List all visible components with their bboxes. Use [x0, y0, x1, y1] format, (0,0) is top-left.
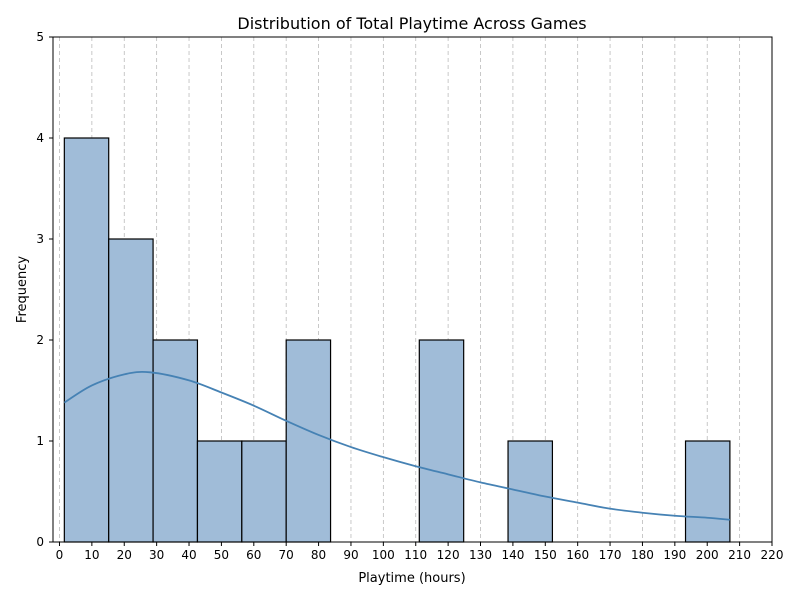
y-tick-label: 3: [36, 232, 44, 246]
y-axis-label: Frequency: [15, 256, 30, 323]
x-tick-label: 0: [56, 548, 64, 562]
x-tick-label: 190: [663, 548, 686, 562]
plot-frame: [52, 36, 773, 543]
histogram-bar: [507, 440, 554, 543]
histogram-bar: [63, 137, 110, 543]
x-tick-label: 90: [343, 548, 358, 562]
x-tick-label: 200: [696, 548, 719, 562]
x-axis-label: Playtime (hours): [358, 571, 465, 586]
x-tick-label: 160: [566, 548, 589, 562]
x-tick-label: 50: [214, 548, 229, 562]
histogram-bar: [152, 339, 199, 543]
x-tick-label: 130: [469, 548, 492, 562]
x-tick-label: 210: [728, 548, 751, 562]
y-tick-label: 5: [36, 30, 44, 44]
histogram-bars: [63, 137, 731, 543]
histogram-bar: [108, 238, 154, 543]
x-axis-ticks: 0 10 20 30 40 50 60 70 80 90 100 110 120 130 140 150 160…: [56, 542, 784, 562]
x-tick-label: 140: [501, 548, 524, 562]
histogram-bar: [684, 440, 731, 543]
x-tick-label: 180: [631, 548, 654, 562]
histogram-bar: [241, 440, 287, 543]
x-tick-label: 170: [599, 548, 622, 562]
kde-line: [63, 371, 730, 521]
x-tick-label: 30: [149, 548, 164, 562]
x-tick-label: 100: [372, 548, 395, 562]
x-tick-label: 40: [181, 548, 196, 562]
y-tick-label: 1: [36, 434, 44, 448]
kde-curve: [63, 371, 730, 521]
y-tick-label: 2: [36, 333, 44, 347]
x-tick-label: 110: [404, 548, 427, 562]
histogram-bar: [418, 339, 465, 543]
x-tick-label: 20: [117, 548, 132, 562]
histogram-bar: [285, 339, 332, 543]
y-tick-label: 0: [36, 535, 44, 549]
y-tick-label: 4: [36, 131, 44, 145]
x-tick-label: 10: [84, 548, 99, 562]
x-tick-label: 120: [437, 548, 460, 562]
chart-title: Distribution of Total Playtime Across Ga…: [237, 14, 586, 33]
x-tick-label: 150: [534, 548, 557, 562]
x-tick-label: 60: [246, 548, 261, 562]
x-tick-label: 220: [761, 548, 784, 562]
x-tick-label: 70: [279, 548, 294, 562]
histogram-bar: [196, 440, 243, 543]
x-tick-label: 80: [311, 548, 326, 562]
y-axis-ticks: 0 1 2 3 4 5: [36, 30, 53, 549]
